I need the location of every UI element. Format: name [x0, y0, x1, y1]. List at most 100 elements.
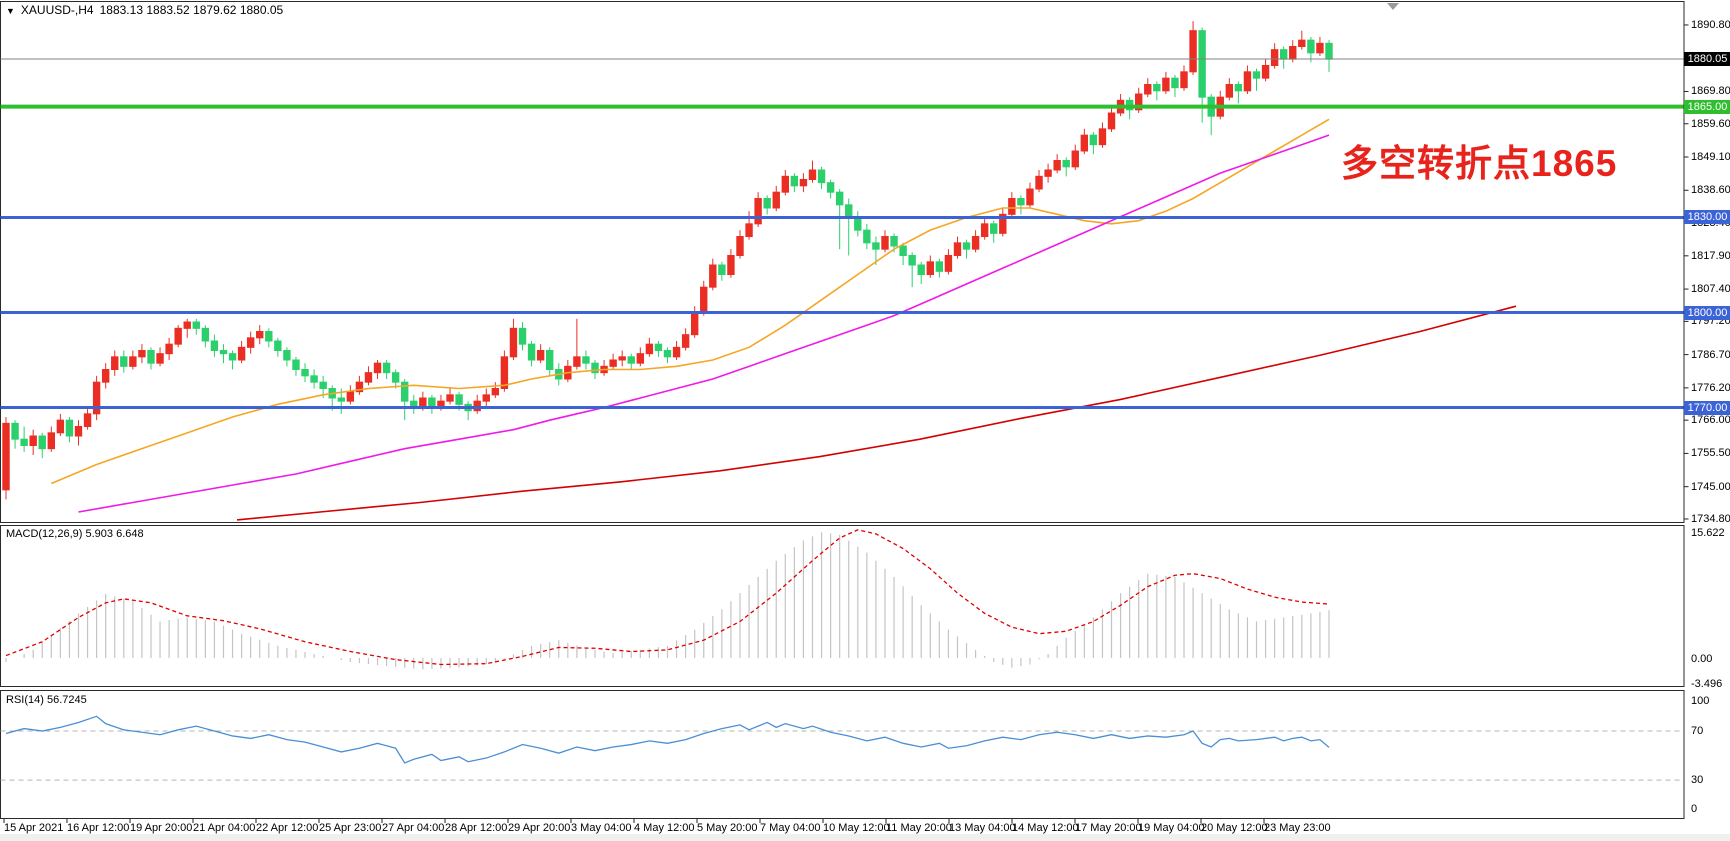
price-axis-label: 1859.60	[1691, 117, 1730, 130]
candle-body	[690, 312, 699, 336]
time-axis-label: 23 May 23:00	[1264, 822, 1331, 834]
chart-annotation-text[interactable]: 多空转折点1865	[1341, 143, 1618, 184]
price-level-badge[interactable]: 1830.00	[1684, 210, 1730, 225]
price-axis-label: 1849.10	[1691, 151, 1730, 163]
candle-body	[165, 343, 173, 355]
candle-body	[1008, 197, 1016, 215]
candle-body	[92, 381, 101, 415]
candle-body	[391, 372, 400, 383]
main-chart-panel[interactable]	[0, 1, 1685, 523]
price-axis-label: 1755.50	[1691, 447, 1730, 460]
candle-body	[826, 182, 835, 193]
candle-body	[609, 359, 617, 367]
macd-panel[interactable]	[0, 525, 1685, 687]
price-level-badge[interactable]: 1865.00	[1684, 99, 1730, 114]
candle-body	[854, 216, 862, 231]
candle-body	[663, 350, 672, 358]
time-axis-label: 20 May 12:00	[1201, 822, 1268, 834]
candle-body	[681, 334, 690, 348]
candle-body	[283, 350, 291, 361]
candle-body	[1225, 83, 1234, 98]
price-axis-label: 1869.80	[1691, 85, 1730, 98]
ma-mid-magenta[interactable]	[78, 134, 1330, 513]
time-axis-label: 28 Apr 12:00	[445, 822, 508, 834]
candle-body	[944, 254, 953, 272]
candle-body	[1080, 134, 1089, 152]
candle-body	[201, 327, 210, 342]
rsi-line[interactable]	[5, 715, 1330, 764]
price-axis-label: 1838.60	[1691, 184, 1730, 197]
candle-body	[274, 340, 282, 352]
candle-body	[310, 375, 318, 383]
candle-body	[2, 422, 10, 491]
ma-slow-darkred[interactable]	[236, 305, 1517, 521]
time-axis-label: 16 Apr 12:00	[67, 822, 130, 834]
candle-body	[228, 353, 237, 361]
quote-low: 1879.62	[193, 3, 237, 17]
candle-body	[473, 400, 481, 412]
candle-body	[727, 254, 735, 275]
rsi-current-value: 56.7245	[46, 694, 87, 706]
candle-body	[1026, 188, 1034, 206]
symbol-title: XAUUSD-,H4	[20, 3, 94, 17]
candle-body	[999, 213, 1007, 234]
candle-body	[863, 229, 871, 244]
candle-body	[1307, 39, 1315, 54]
candle-body	[872, 242, 880, 250]
candle-body	[65, 419, 74, 437]
macd-signal-line[interactable]	[5, 529, 1330, 666]
price-axis-label: 1786.70	[1691, 348, 1730, 361]
candle-body	[1316, 42, 1324, 54]
candle-body	[881, 235, 889, 250]
candle-body	[718, 264, 726, 275]
macd-axis-label: 15.622	[1691, 527, 1725, 539]
candle-body	[355, 381, 364, 393]
candle-body	[482, 394, 490, 402]
candle-body	[29, 435, 37, 447]
candle-body	[1243, 71, 1252, 92]
window-bottom-strip	[0, 834, 1730, 841]
candle-body	[1089, 134, 1098, 146]
candle-body	[129, 356, 137, 367]
time-axis-label: 13 May 04:00	[949, 822, 1016, 834]
candle-body	[11, 422, 19, 440]
macd-current-value: 5.903	[85, 528, 114, 540]
candle-body	[935, 261, 944, 272]
candle-body	[1044, 169, 1052, 177]
candle-body	[1135, 93, 1143, 111]
price-level-badge[interactable]: 1880.05	[1684, 52, 1730, 66]
price-level-badge[interactable]: 1800.00	[1684, 305, 1730, 320]
time-axis-label: 4 May 12:00	[634, 822, 695, 834]
candle-body	[56, 419, 65, 434]
candle-body	[47, 432, 56, 450]
candle-body	[373, 362, 382, 374]
time-axis-label: 17 May 20:00	[1075, 822, 1142, 834]
price-level-badge[interactable]: 1770.00	[1684, 400, 1730, 415]
candle-body	[990, 223, 998, 234]
rsi-panel[interactable]	[0, 690, 1685, 819]
chart-shift-marker-icon[interactable]	[1387, 3, 1399, 10]
price-axis-label: 1734.80	[1691, 512, 1730, 525]
symbol-header: ▼ XAUUSD-,H4 1883.13 1883.52 1879.62 1880.…	[6, 3, 283, 17]
candle-body	[446, 394, 454, 402]
candle-body	[636, 353, 645, 364]
ma-fast-orange[interactable]	[50, 118, 1330, 485]
candle-body	[337, 397, 345, 402]
candle-body	[1171, 77, 1179, 89]
candle-body	[192, 321, 200, 329]
candle-body	[817, 169, 826, 184]
candle-body	[527, 343, 536, 361]
candle-body	[890, 235, 898, 247]
time-axis-label: 11 May 20:00	[886, 822, 952, 834]
candle-body	[971, 235, 980, 250]
symbol-dropdown-arrow-icon[interactable]: ▼	[6, 6, 15, 16]
macd-signal-value: 6.648	[116, 528, 144, 540]
candle-body	[518, 327, 527, 345]
candle-body	[1252, 71, 1261, 79]
candle-body	[364, 372, 373, 383]
candle-body	[265, 331, 273, 342]
candle-body	[319, 381, 327, 390]
candle-body	[1198, 30, 1206, 98]
